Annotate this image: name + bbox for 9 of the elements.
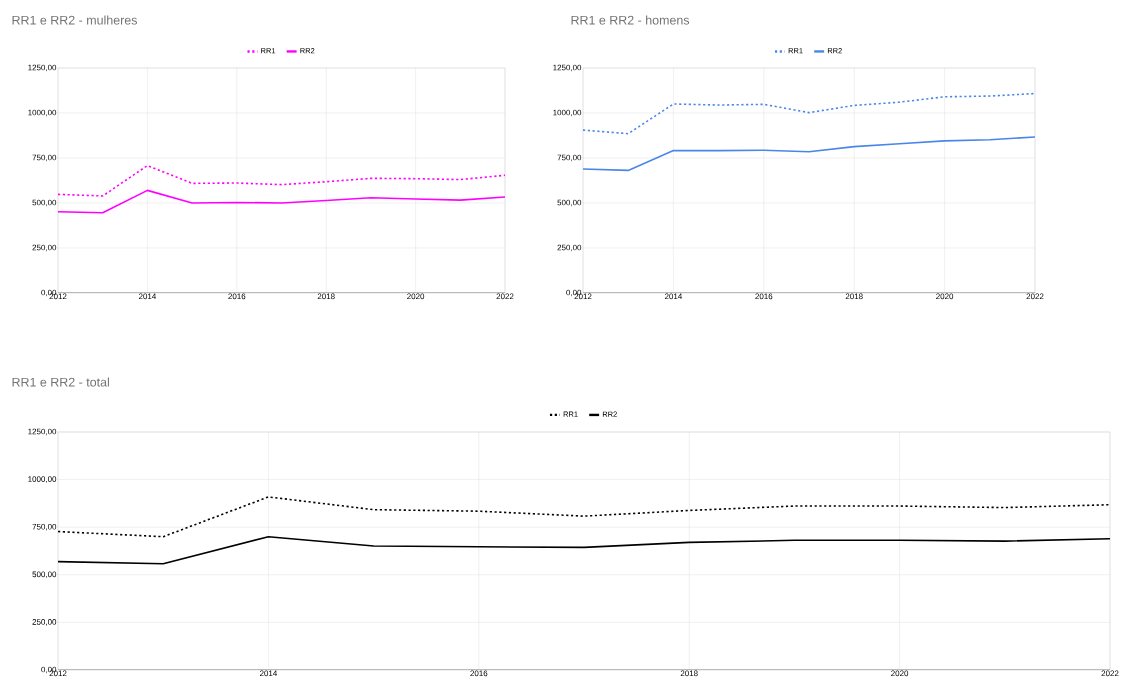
- line-series: [58, 535, 1111, 565]
- chart-title: RR1 e RR2 - total: [12, 377, 109, 387]
- line-series: [583, 92, 1036, 135]
- line-series: [58, 189, 506, 214]
- chart-title: RR1 e RR2 - mulheres: [12, 15, 138, 25]
- line-series: [583, 136, 1036, 172]
- line-series: [58, 496, 1111, 538]
- chart-title: RR1 e RR2 - homens: [571, 15, 690, 25]
- line-series: [58, 164, 506, 197]
